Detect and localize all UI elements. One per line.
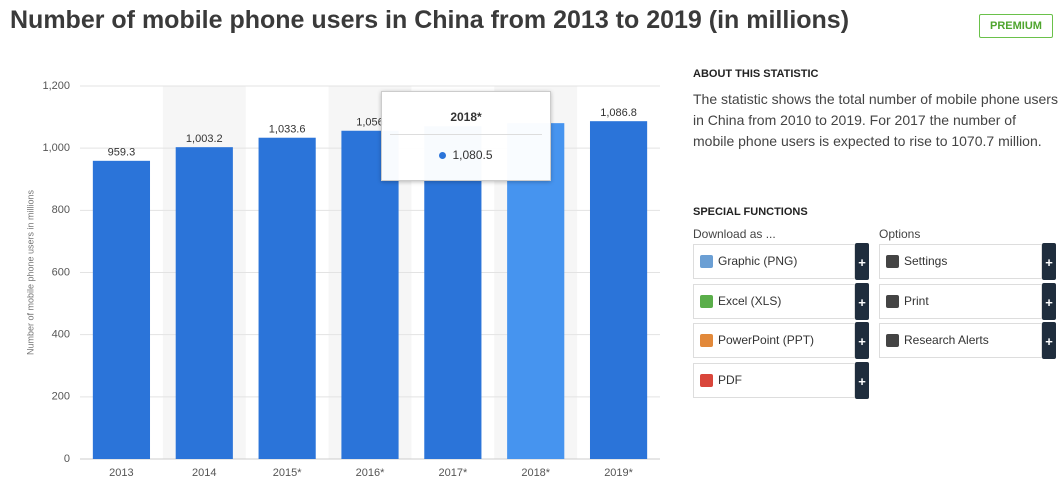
button-icon (886, 334, 899, 347)
plus-button[interactable]: + (1042, 282, 1056, 320)
button[interactable]: Research Alerts (879, 323, 1042, 358)
plus-button[interactable]: + (855, 243, 869, 280)
y-tick-label: 400 (52, 329, 70, 341)
y-tick-label: 600 (52, 266, 70, 278)
button-icon (700, 255, 713, 268)
chart: 0 200 400 600 800 1,000 1,200 Number of mobile … (25, 80, 660, 479)
y-tick-label: 1,200 (42, 80, 70, 92)
plus-button[interactable]: + (855, 322, 869, 359)
button-icon (700, 294, 713, 308)
data-label: 1,003.2 (186, 133, 223, 145)
x-tick-label: 2014 (192, 467, 216, 479)
button[interactable]: Settings (879, 244, 1042, 279)
button[interactable]: PDF (693, 362, 855, 398)
plus-button[interactable]: + (855, 282, 869, 320)
bar (258, 137, 316, 460)
y-tick-label: 800 (52, 204, 70, 216)
tooltip-title: 2018* (390, 92, 542, 135)
about-heading: ABOUT THIS STATISTIC (693, 68, 819, 80)
x-tick-label: 2013 (109, 467, 133, 479)
button-icon (886, 294, 899, 308)
plus-button[interactable]: + (1042, 243, 1056, 280)
data-label: 1,056 (356, 117, 384, 129)
y-tick-label: 1,000 (42, 142, 70, 154)
tooltip-value-row: 1,080.5 (382, 135, 550, 162)
y-tick-label: 0 (64, 453, 70, 465)
button[interactable]: Print (879, 283, 1042, 319)
x-tick-label: 2017* (438, 467, 467, 479)
button-icon (700, 334, 713, 347)
bar (92, 160, 151, 460)
bar (175, 147, 233, 459)
page-title: Number of mobile phone users in China fr… (10, 6, 850, 34)
tooltip-dot (439, 152, 447, 160)
button[interactable]: Graphic (PNG) (693, 244, 855, 279)
tooltip: 2018* 1,080.5 (381, 91, 551, 181)
bar (589, 121, 648, 459)
x-tick-label: 2019* (604, 467, 633, 479)
button[interactable]: PowerPoint (PPT) (693, 323, 855, 358)
x-tick-label: 2018* (521, 467, 550, 479)
button[interactable]: Excel (XLS) (693, 283, 855, 319)
y-tick-label: 200 (52, 391, 70, 403)
data-label: 1,086.8 (600, 107, 637, 119)
data-label: 959.3 (108, 147, 136, 159)
about-text: The statistic shows the total number of … (693, 91, 1058, 149)
y-axis-label: Number of mobile phone users in millions (25, 189, 35, 355)
x-tick-label: 2016* (356, 467, 385, 479)
functions-heading: SPECIAL FUNCTIONS (693, 206, 808, 218)
bar (424, 126, 482, 460)
tooltip-value: 1,080.5 (452, 148, 493, 162)
data-label: 1,033.6 (269, 124, 306, 136)
plus-button[interactable]: + (855, 361, 869, 399)
plus-button[interactable]: + (1042, 322, 1056, 359)
button-icon (700, 373, 713, 387)
button-icon (886, 255, 899, 268)
premium-badge[interactable]: PREMIUM (979, 14, 1053, 38)
x-tick-label: 2015* (273, 467, 302, 479)
bar (341, 130, 399, 459)
download-heading: Download as ... (693, 227, 776, 241)
options-heading: Options (879, 227, 921, 241)
